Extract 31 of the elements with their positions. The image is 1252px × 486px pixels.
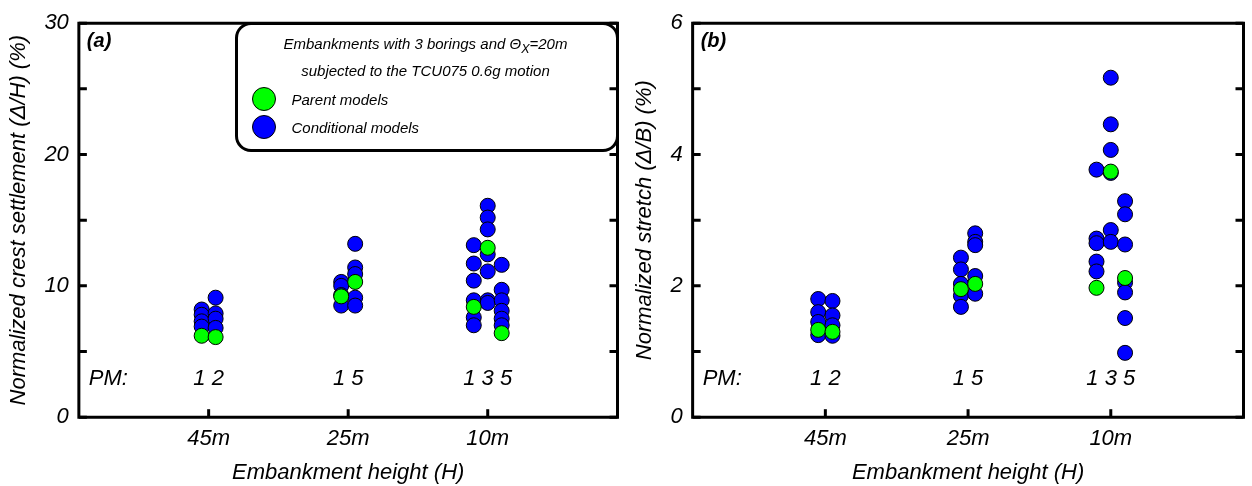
text: (a) — [86, 28, 112, 51]
legend-title: Embankments with 3 borings and Θ$_{X}$=20m subjected to the TCU075 0.6g motion — [282, 34, 569, 82]
annotation: 1 2 — [193, 365, 224, 391]
x-tick-label: 45m — [803, 424, 847, 450]
x-tick-label: 25m — [945, 424, 990, 450]
legend-label: Conditional models — [291, 118, 420, 136]
text: PM: — [88, 365, 128, 391]
legend-label: Parent models — [291, 90, 389, 108]
annotation: 1 3 5 — [1086, 365, 1137, 391]
y-tick-label: 6 — [670, 9, 684, 35]
annotation: 1 3 5 — [463, 365, 513, 391]
y-tick-label: 20 — [43, 140, 70, 166]
x-axis-title: Embankment height (H) — [851, 458, 1085, 484]
y-axis-title: Normalized stretch (Δ/B) (%) — [631, 80, 657, 361]
x-axis-title: Embankment height (H) — [232, 458, 465, 484]
x-tick-label: 25m — [325, 424, 370, 450]
x-tick-label: 10m — [466, 424, 510, 450]
y-tick-label: 4 — [670, 140, 683, 166]
y-tick-label: 0 — [670, 403, 684, 429]
y-axis-title: Normalized crest settlement (Δ/H) (%) — [5, 34, 31, 406]
y-tick-label: 30 — [44, 9, 70, 35]
x-tick-label: 10m — [1089, 424, 1133, 450]
annotation: PM: — [702, 365, 742, 391]
y-tick-label: 10 — [44, 271, 70, 297]
annotation: 1 5 — [332, 365, 365, 391]
annotation: 1 2 — [810, 365, 841, 391]
annotation: (b) — [700, 28, 727, 51]
y-tick-label: 2 — [669, 271, 683, 297]
x-tick-label: 45m — [187, 424, 231, 450]
annotation: 1 5 — [952, 365, 985, 391]
y-tick-label: 0 — [56, 403, 70, 429]
